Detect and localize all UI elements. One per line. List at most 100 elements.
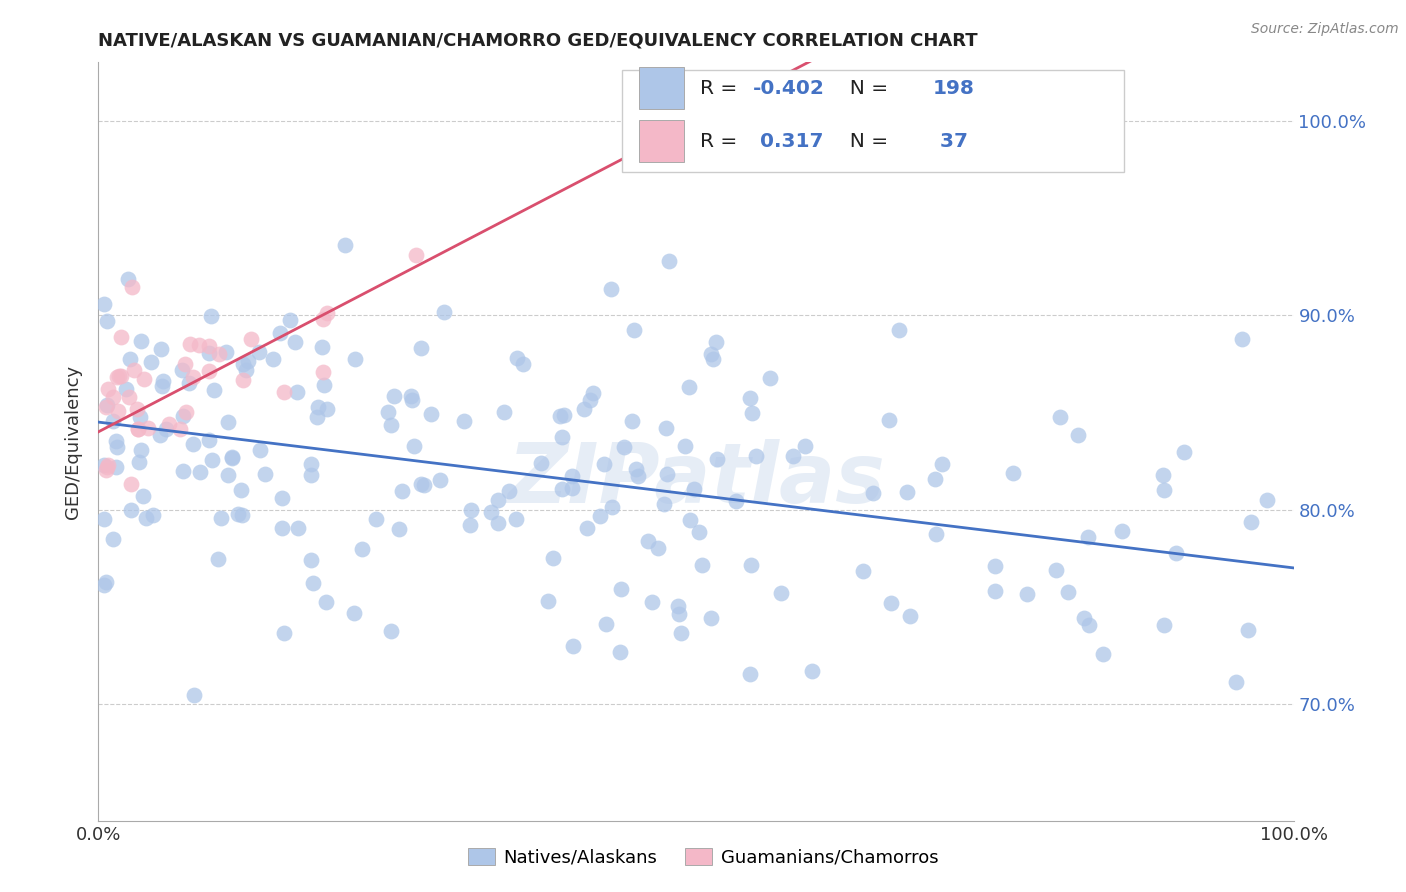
Point [187,338,209,352]
Point [887,323,910,337]
Point [409,476,432,491]
Point [105,441,128,455]
Point [690,558,713,572]
Point [228,507,250,521]
Point [127,422,149,436]
Point [94,400,117,414]
Point [550,482,572,496]
Point [271,491,294,505]
Text: 198: 198 [932,78,974,97]
Point [898,609,921,624]
Point [983,584,1005,599]
Point [1056,584,1078,599]
Point [174,405,197,419]
Point [609,645,631,659]
Point [1166,546,1188,560]
Point [235,363,257,377]
Point [149,428,172,442]
Point [704,335,727,350]
Point [377,405,399,419]
Point [574,401,596,416]
Point [172,409,194,424]
Point [299,458,322,472]
Point [101,414,124,428]
Point [139,355,162,369]
Point [200,310,222,324]
Point [315,401,337,416]
Point [551,430,574,444]
Point [402,439,425,453]
Point [198,364,221,378]
Point [94,574,117,589]
Point [380,624,402,638]
Point [666,599,689,614]
Point [673,439,696,453]
Point [128,410,150,425]
Point [107,404,129,418]
Point [419,407,441,421]
Point [217,467,239,482]
Point [380,417,402,432]
Point [299,467,322,482]
Text: 0.317: 0.317 [754,132,824,151]
Point [582,385,605,400]
Point [769,586,792,600]
Point [388,522,411,536]
Point [93,577,115,591]
Point [221,451,243,466]
Point [609,582,631,596]
Point [311,365,333,379]
Point [432,304,454,318]
Point [209,510,232,524]
Point [671,625,693,640]
Point [460,502,482,516]
Point [270,520,292,534]
Point [700,347,723,361]
Point [1111,524,1133,538]
Point [312,311,335,326]
Point [236,354,259,368]
Point [1049,409,1071,424]
FancyBboxPatch shape [638,120,685,162]
Point [862,486,884,500]
Text: -0.402: -0.402 [754,78,825,97]
Point [738,391,761,405]
Point [724,493,747,508]
Point [239,332,262,346]
Text: R =: R = [700,132,744,151]
Point [481,505,503,519]
Point [188,465,211,479]
Point [129,442,152,457]
Point [700,611,723,625]
Text: ZIPatlas: ZIPatlas [508,439,884,520]
Point [740,558,762,572]
Point [1256,493,1278,508]
Point [315,595,337,609]
Point [1152,468,1174,483]
Point [382,389,405,403]
Point [128,455,150,469]
Point [142,508,165,522]
Point [657,254,679,268]
Text: NATIVE/ALASKAN VS GUAMANIAN/CHAMORRO GED/EQUIVALENCY CORRELATION CHART: NATIVE/ALASKAN VS GUAMANIAN/CHAMORRO GED… [98,32,979,50]
Point [311,340,333,354]
Point [173,357,195,371]
Point [287,385,309,400]
Point [655,421,678,435]
Point [652,497,675,511]
Point [177,376,200,390]
Point [637,533,659,548]
Point [94,463,117,477]
Point [181,370,204,384]
Point [553,408,575,422]
Point [879,413,901,427]
Point [561,640,583,654]
Point [541,550,564,565]
Point [561,481,583,495]
Point [132,489,155,503]
Point [1077,530,1099,544]
Point [197,346,219,360]
Point [181,437,204,451]
Point [741,406,763,420]
Point [668,607,690,621]
